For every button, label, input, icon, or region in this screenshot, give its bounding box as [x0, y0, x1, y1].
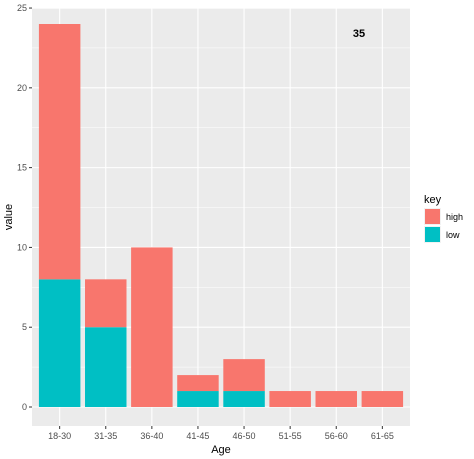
y-tick-label: 20: [17, 83, 27, 93]
bar-high: [361, 391, 404, 407]
bar-high: [177, 375, 219, 392]
bar-high: [85, 279, 127, 328]
annotation-label: 35: [353, 28, 365, 40]
x-axis: 18-30 31-35 36-40 41-45 46-50 51-55 56-60 61-65: [48, 426, 394, 441]
bar-high: [315, 391, 357, 407]
y-axis: 0 5 10 15 20 25: [17, 3, 32, 412]
y-tick-label: 0: [22, 402, 27, 412]
bar-low: [177, 391, 219, 407]
x-tick-label: 31-35: [94, 431, 117, 441]
x-tick-label: 51-55: [279, 431, 302, 441]
legend-title: key: [424, 194, 442, 206]
x-axis-title: Age: [211, 444, 231, 456]
legend-key-swatch: [425, 209, 440, 224]
legend-label: low: [446, 230, 460, 240]
y-tick-label: 15: [17, 163, 27, 173]
legend-label: high: [446, 212, 463, 222]
bars: [38, 24, 404, 407]
x-tick-label: 56-60: [325, 431, 348, 441]
y-tick-label: 10: [17, 242, 27, 252]
legend-key-swatch: [425, 227, 440, 242]
x-tick-label: 41-45: [186, 431, 209, 441]
legend-items: high low: [424, 208, 463, 243]
bar-low: [85, 327, 127, 407]
y-axis-title: value: [3, 204, 15, 230]
x-tick-label: 18-30: [48, 431, 71, 441]
y-tick-label: 25: [17, 3, 27, 13]
bar-high: [223, 359, 265, 392]
bar-low: [38, 279, 81, 407]
x-tick-label: 46-50: [233, 431, 256, 441]
bar-high: [38, 24, 81, 280]
x-tick-label: 36-40: [140, 431, 163, 441]
bar-high: [131, 247, 173, 407]
y-tick-label: 5: [22, 322, 27, 332]
legend: key high low: [424, 194, 463, 243]
grid-lines: [32, 7, 410, 426]
bar-high: [269, 391, 311, 407]
x-tick-label: 61-65: [371, 431, 394, 441]
bar-low: [223, 391, 265, 407]
